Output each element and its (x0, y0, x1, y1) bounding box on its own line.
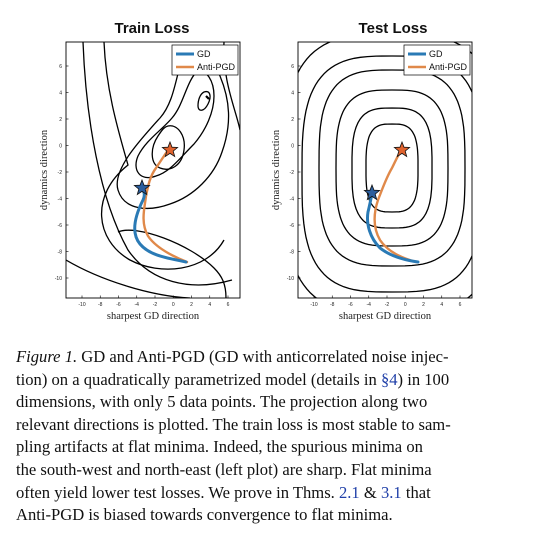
x-tick-label: 2 (422, 302, 425, 308)
figure-caption: Figure 1. GD and Anti-PGD (GD with antic… (16, 346, 524, 527)
caption-line: pling artifacts at flat minima. Indeed, … (16, 437, 423, 457)
legend-box (171, 44, 239, 76)
x-tick-label: -2 (385, 302, 390, 308)
y-tick-label: -10 (55, 276, 62, 282)
theorem-ref-link[interactable]: 2.1 (338, 482, 360, 502)
contour-line (66, 259, 191, 298)
gd-trajectory (133, 186, 188, 264)
y-tick-label: 4 (291, 90, 294, 96)
contour-line (116, 47, 230, 210)
y-tick-label: -4 (58, 196, 63, 202)
contour-line (100, 42, 225, 270)
contour-line (135, 69, 215, 179)
legend-label: Anti-PGD (197, 62, 236, 72)
panel-title: Train Loss (114, 20, 189, 37)
caption-line: the south-west and north-east (left plot… (16, 459, 432, 479)
gd-trajectory (366, 192, 420, 264)
legend-box (403, 44, 471, 76)
y-tick-label: -2 (290, 170, 295, 176)
anti-pgd-trajectory (373, 149, 418, 264)
y-tick-label: 4 (59, 90, 62, 96)
x-tick-label: 4 (440, 302, 443, 308)
y-axis-label: dynamics direction (39, 129, 50, 210)
figure-label: Figure 1. (16, 347, 78, 366)
anti-pgd-endpoint-star (393, 140, 411, 158)
y-tick-label: -6 (290, 223, 295, 229)
legend-label: GD (197, 49, 211, 59)
caption-line: dimensions, with only 5 data points. The… (16, 392, 428, 412)
x-tick-label: 2 (190, 302, 193, 308)
y-tick-label: -4 (290, 196, 295, 202)
caption-line: Figure 1. GD and Anti-PGD (GD with antic… (16, 347, 449, 366)
contour-line (151, 125, 185, 170)
y-tick-label: 6 (291, 64, 294, 70)
caption-line: Anti-PGD is biased towards convergence t… (16, 505, 393, 525)
contour-line (318, 69, 466, 267)
contour-line (117, 229, 227, 298)
x-axis-label: sharpest GD direction (339, 311, 432, 322)
x-tick-label: -6 (348, 302, 353, 308)
y-tick-label: -8 (290, 249, 295, 255)
x-tick-label: -10 (78, 302, 85, 308)
anti-pgd-endpoint-star (161, 140, 179, 158)
y-tick-label: -10 (287, 276, 294, 282)
section-ref-link[interactable]: §4 (380, 369, 398, 389)
caption-line: tion) on a quadratically parametrized mo… (16, 369, 450, 389)
contour-line (205, 95, 210, 100)
contour-line (197, 90, 211, 111)
contour-line (298, 42, 472, 298)
test-loss-panel: Test Loss -10 -8 -6 -4 -2 0 2 4 6 6 4 2 0 -2 -4 -6 -8 -10 s… (271, 20, 473, 322)
legend: GD Anti-PGD (403, 44, 471, 76)
x-tick-label: -10 (310, 302, 317, 308)
theorem-ref-link[interactable]: 3.1 (380, 482, 402, 502)
x-axis-label: sharpest GD direction (107, 311, 200, 322)
x-tick-label: -4 (367, 302, 372, 308)
contour-line (365, 123, 419, 213)
legend-label: GD (429, 49, 443, 59)
contour-lines (66, 42, 240, 298)
legend-label: Anti-PGD (429, 62, 468, 72)
gd-endpoint-star (133, 178, 151, 196)
contour-line (335, 89, 449, 247)
y-axis-label: dynamics direction (271, 129, 282, 210)
x-tick-label: -4 (135, 302, 140, 308)
train-loss-panel: Train Loss -10 -8 -6 -4 -2 0 2 4 6 6 4 2 0 -2 -4 -6 -8 -10… (39, 20, 241, 322)
gd-endpoint-star (363, 183, 381, 201)
y-tick-label: 0 (291, 143, 294, 149)
legend: GD Anti-PGD (171, 44, 239, 76)
x-tick-label: 4 (208, 302, 211, 308)
x-tick-label: -6 (116, 302, 121, 308)
x-tick-label: -8 (98, 302, 103, 308)
contour-line (82, 42, 233, 286)
x-tick-label: 0 (172, 302, 175, 308)
caption-line: relevant directions is plotted. The trai… (16, 414, 451, 434)
y-tick-label: -8 (58, 249, 63, 255)
x-tick-label: -8 (330, 302, 335, 308)
x-tick-label: 6 (227, 302, 230, 308)
x-tick-label: 0 (404, 302, 407, 308)
figure: Train Loss -10 -8 -6 -4 -2 0 2 4 6 6 4 2 0 -2 -4 -6 -8 -10… (39, 20, 473, 322)
y-tick-label: 2 (59, 117, 62, 123)
axes-frame (297, 41, 473, 299)
y-tick-label: 0 (59, 143, 62, 149)
y-tick-label: 2 (291, 117, 294, 123)
panel-title: Test Loss (359, 20, 428, 37)
y-tick-label: -6 (58, 223, 63, 229)
contour-line (351, 107, 433, 229)
contour-lines (298, 42, 472, 298)
x-tick-label: 6 (459, 302, 462, 308)
x-tick-label: -2 (153, 302, 158, 308)
anti-pgd-trajectory (142, 148, 189, 264)
caption-line: often yield lower test losses. We prove … (16, 482, 431, 502)
axes-frame (65, 41, 241, 299)
y-tick-label: 6 (59, 64, 62, 70)
y-tick-label: -2 (58, 170, 63, 176)
